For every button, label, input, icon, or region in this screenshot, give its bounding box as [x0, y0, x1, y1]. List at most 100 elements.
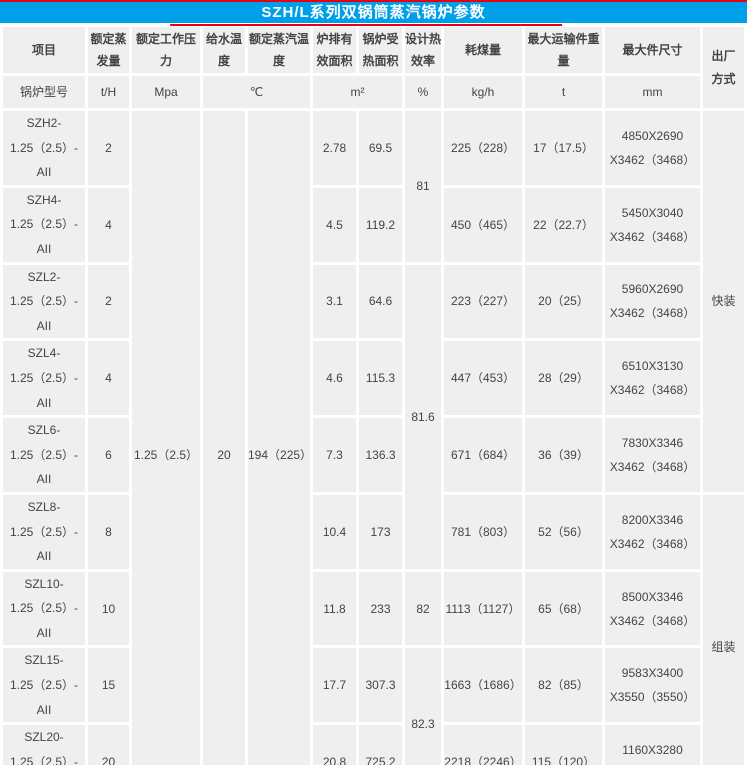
cell-dimensions: 8500X3346 X3462（3468）: [605, 571, 700, 646]
cell-grate-area: 10.4: [313, 494, 356, 569]
cell-efficiency: 81: [405, 111, 441, 262]
cell-grate-area: 4.6: [313, 341, 356, 416]
cell-weight: 65（68）: [525, 571, 602, 646]
cell-delivery: 组装: [703, 494, 744, 765]
cell-dimensions: 7830X3346 X3462（3468）: [605, 418, 700, 492]
cell-grate-area: 2.78: [313, 111, 356, 185]
header-delivery-mode: 出厂 方式: [703, 27, 744, 108]
cell-heating-area: 233: [359, 571, 402, 646]
cell-heating-area: 307.3: [359, 648, 402, 723]
cell-dimensions: 8200X3346 X3462（3468）: [605, 494, 700, 569]
cell-weight: 52（56）: [525, 494, 602, 569]
cell-weight: 28（29）: [525, 341, 602, 416]
cell-dimensions: 5450X3040 X3462（3468）: [605, 187, 700, 262]
header-max-transport-weight: 最大运输件重 量: [525, 27, 602, 73]
cell-weight: 36（39）: [525, 418, 602, 492]
cell-coal: 781（803）: [444, 494, 522, 569]
table-row: SZL8- 1.25（2.5）- AII 8 10.4 173 781（803）…: [3, 494, 744, 765]
unit-efficiency: %: [405, 76, 441, 108]
cell-feed-temp: 20: [203, 111, 245, 765]
cell-model: SZL8- 1.25（2.5）- AII: [3, 494, 85, 569]
table-row: SZL20- 1.25（2.5）- AII 20 20.8 725.2 2218…: [3, 725, 744, 765]
cell-model: SZH4- 1.25（2.5）- AII: [3, 187, 85, 262]
cell-efficiency: 82.3: [405, 648, 441, 765]
cell-dimensions: 6510X3130 X3462（3468）: [605, 341, 700, 416]
cell-heating-area: 173: [359, 494, 402, 569]
cell-evaporation: 20: [88, 725, 129, 765]
cell-heating-area: 136.3: [359, 418, 402, 492]
cell-dimensions: 5960X2690 X3462（3468）: [605, 264, 700, 339]
cell-evaporation: 10: [88, 571, 129, 646]
cell-coal: 450（465）: [444, 187, 522, 262]
cell-grate-area: 7.3: [313, 418, 356, 492]
cell-coal: 225（228）: [444, 111, 522, 185]
cell-model: SZL2- 1.25（2.5）- AII: [3, 264, 85, 339]
cell-model: SZL15- 1.25（2.5）- AII: [3, 648, 85, 723]
cell-efficiency: 82: [405, 571, 441, 646]
cell-weight: 20（25）: [525, 264, 602, 339]
cell-dimensions: 4850X2690 X3462（3468）: [605, 111, 700, 185]
header-design-efficiency: 设计热 效率: [405, 27, 441, 73]
cell-evaporation: 15: [88, 648, 129, 723]
cell-grate-area: 20.8: [313, 725, 356, 765]
table-row: SZH2- 1.25（2.5）- AII 2 1.25（2.5） 20 194（…: [3, 111, 744, 765]
title-bar: SZH/L系列双锅筒蒸汽锅炉参数: [0, 0, 747, 26]
cell-delivery: 快装: [703, 111, 744, 492]
cell-coal: 1663（1686）: [444, 648, 522, 723]
cell-evaporation: 2: [88, 111, 129, 185]
cell-heating-area: 69.5: [359, 111, 402, 185]
unit-coal: kg/h: [444, 76, 522, 108]
cell-evaporation: 8: [88, 494, 129, 569]
unit-size: mm: [605, 76, 700, 108]
boiler-params-table: 项目 额定蒸 发量 额定工作压 力 给水温 度 额定蒸汽温 度 炉排有 效面积 …: [0, 24, 747, 765]
header-feedwater-temp: 给水温 度: [203, 27, 245, 73]
unit-weight: t: [525, 76, 602, 108]
cell-model: SZH2- 1.25（2.5）- AII: [3, 111, 85, 185]
header-item: 项目: [3, 27, 85, 73]
cell-coal: 1113（1127）: [444, 571, 522, 646]
cell-dimensions: 1160X3280 X3520（3550）: [605, 725, 700, 765]
cell-weight: 82（85）: [525, 648, 602, 723]
cell-grate-area: 17.7: [313, 648, 356, 723]
page-title: SZH/L系列双锅筒蒸汽锅炉参数: [261, 4, 486, 21]
title-underline: [169, 24, 562, 26]
table-row: SZL2- 1.25（2.5）- AII 2 3.1 64.6 81.6 223…: [3, 264, 744, 569]
cell-model: SZL20- 1.25（2.5）- AII: [3, 725, 85, 765]
cell-model: SZL6- 1.25（2.5）- AII: [3, 418, 85, 492]
cell-steam-temp: 194（225）: [248, 111, 310, 765]
unit-area: m²: [313, 76, 402, 108]
header-row-units: 锅炉型号 t/H Mpa ℃ m² % kg/h t mm: [3, 76, 744, 108]
cell-heating-area: 115.3: [359, 341, 402, 416]
cell-dimensions: 9583X3400 X3550（3550）: [605, 648, 700, 723]
cell-model: SZL10- 1.25（2.5）- AII: [3, 571, 85, 646]
cell-model: SZL4- 1.25（2.5）- AII: [3, 341, 85, 416]
cell-weight: 17（17.5）: [525, 111, 602, 185]
cell-evaporation: 4: [88, 341, 129, 416]
cell-grate-area: 3.1: [313, 264, 356, 339]
cell-grate-area: 4.5: [313, 187, 356, 262]
cell-pressure: 1.25（2.5）: [132, 111, 200, 765]
cell-coal: 2218（2246）: [444, 725, 522, 765]
cell-evaporation: 6: [88, 418, 129, 492]
unit-evaporation: t/H: [88, 76, 129, 108]
header-coal-consumption: 耗煤量: [444, 27, 522, 73]
header-heating-area: 锅炉受 热面积: [359, 27, 402, 73]
header-rated-evaporation: 额定蒸 发量: [88, 27, 129, 73]
header-row-1: 项目 额定蒸 发量 额定工作压 力 给水温 度 额定蒸汽温 度 炉排有 效面积 …: [3, 27, 744, 108]
cell-grate-area: 11.8: [313, 571, 356, 646]
cell-evaporation: 2: [88, 264, 129, 339]
cell-heating-area: 725.2: [359, 725, 402, 765]
table-row: SZL6- 1.25（2.5）- AII 6 7.3 136.3 671（684…: [3, 418, 744, 492]
cell-weight: 115（120）: [525, 725, 602, 765]
header-grate-area: 炉排有 效面积: [313, 27, 356, 73]
table-row: SZL4- 1.25（2.5）- AII 4 4.6 115.3 447（453…: [3, 341, 744, 416]
cell-evaporation: 4: [88, 187, 129, 262]
table-row: SZH4- 1.25（2.5）- AII 4 4.5 119.2 450（465…: [3, 187, 744, 262]
table-row: SZL10- 1.25（2.5）- AII 10 11.8 233 82 111…: [3, 571, 744, 646]
cell-coal: 671（684）: [444, 418, 522, 492]
table-row: SZL15- 1.25（2.5）- AII 15 17.7 307.3 82.3…: [3, 648, 744, 765]
unit-boiler-model: 锅炉型号: [3, 76, 85, 108]
unit-pressure: Mpa: [132, 76, 200, 108]
cell-efficiency: 81.6: [405, 264, 441, 569]
